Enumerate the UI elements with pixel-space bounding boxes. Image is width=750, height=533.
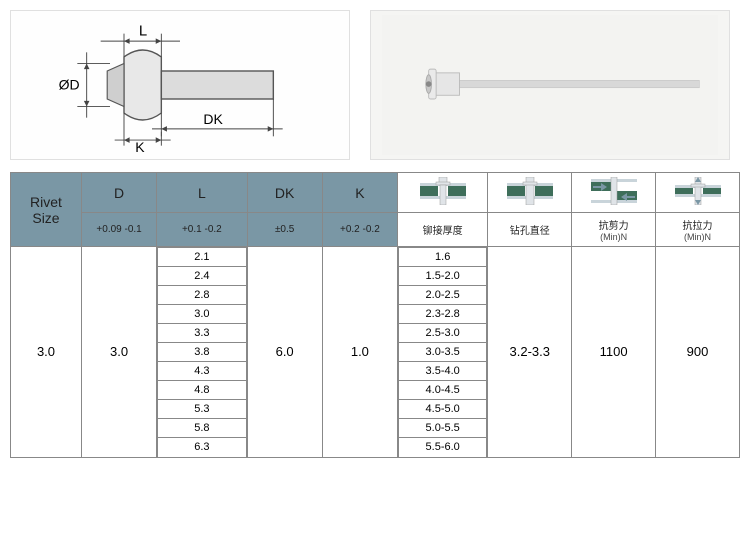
stack-value: 5.8: [158, 419, 246, 438]
th-icon-hole: [488, 173, 572, 213]
cell-shear: 1100: [572, 247, 656, 458]
label-L: L: [139, 23, 147, 40]
th-DK: DK: [247, 173, 322, 213]
dimension-diagram: L ØD DK K: [10, 10, 350, 160]
stack-value: 2.4: [158, 267, 246, 286]
stack-value: 6.3: [158, 438, 246, 457]
stack-value: 5.3: [158, 400, 246, 419]
th-tol-K: +0.2 -0.2: [322, 213, 397, 247]
stack-value: 2.5-3.0: [399, 324, 487, 343]
cell-L-stack: 2.12.42.83.03.33.84.34.85.35.86.3: [157, 247, 247, 458]
cell-tensile: 900: [656, 247, 740, 458]
cell-grip-stack: 1.61.5-2.02.0-2.52.3-2.82.5-3.03.0-3.53.…: [398, 247, 488, 458]
th-tol-D: +0.09 -0.1: [81, 213, 156, 247]
stack-value: 2.0-2.5: [399, 286, 487, 305]
stack-value: 1.5-2.0: [399, 267, 487, 286]
cell-hole: 3.2-3.3: [488, 247, 572, 458]
th-K: K: [322, 173, 397, 213]
stack-value: 2.3-2.8: [399, 305, 487, 324]
stack-value: 3.3: [158, 324, 246, 343]
product-photo: [370, 10, 730, 160]
cell-K: 1.0: [322, 247, 397, 458]
stack-value: 4.8: [158, 381, 246, 400]
stack-value: 2.1: [158, 248, 246, 267]
th-label-shear: 抗剪力 (Min)N: [572, 213, 656, 247]
th-L: L: [157, 173, 247, 213]
stack-value: 2.8: [158, 286, 246, 305]
label-DK: DK: [203, 111, 223, 127]
th-label-grip: 铆接厚度: [398, 213, 488, 247]
th-icon-shear: [572, 173, 656, 213]
stack-value: 5.5-6.0: [399, 438, 487, 457]
th-D: D: [81, 173, 156, 213]
th-icon-tensile: [656, 173, 740, 213]
cell-rivet-size: 3.0: [11, 247, 82, 458]
th-icon-grip: [398, 173, 488, 213]
label-K: K: [135, 139, 145, 155]
th-tol-L: +0.1 -0.2: [157, 213, 247, 247]
cell-D: 3.0: [81, 247, 156, 458]
th-tol-DK: ±0.5: [247, 213, 322, 247]
th-rivet-size: Rivet Size: [11, 173, 82, 247]
th-label-hole: 钻孔直径: [488, 213, 572, 247]
stack-value: 3.5-4.0: [399, 362, 487, 381]
table-row: 3.0 3.0 2.12.42.83.03.33.84.34.85.35.86.…: [11, 247, 740, 458]
stack-value: 1.6: [399, 248, 487, 267]
stack-value: 4.5-5.0: [399, 400, 487, 419]
stack-value: 3.8: [158, 343, 246, 362]
th-label-tensile: 抗拉力 (Min)N: [656, 213, 740, 247]
stack-value: 3.0-3.5: [399, 343, 487, 362]
stack-value: 5.0-5.5: [399, 419, 487, 438]
stack-value: 4.0-4.5: [399, 381, 487, 400]
cell-DK: 6.0: [247, 247, 322, 458]
stack-value: 3.0: [158, 305, 246, 324]
label-D: ØD: [59, 77, 80, 93]
spec-table: Rivet Size D L DK K +0.09 -0.1 +0.1 -0.2…: [10, 172, 740, 458]
stack-value: 4.3: [158, 362, 246, 381]
image-row: L ØD DK K: [10, 10, 740, 160]
